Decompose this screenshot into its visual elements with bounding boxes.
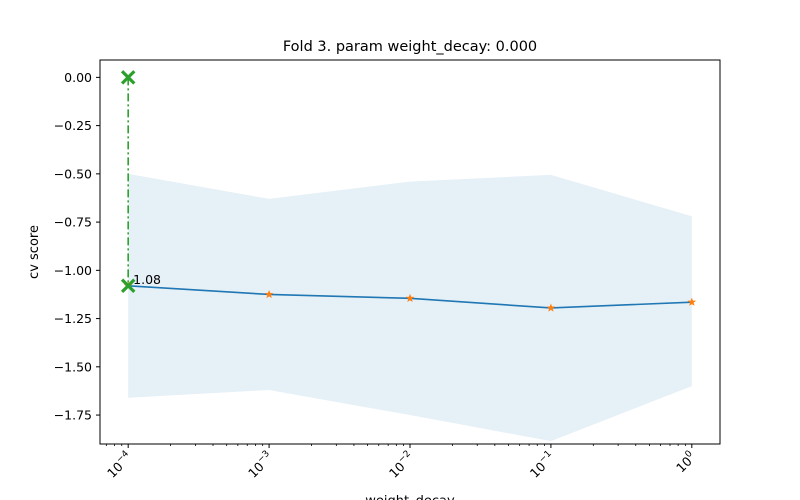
data-point-marker	[264, 289, 274, 299]
data-point-marker	[687, 297, 697, 306]
x-tick-label: 10−3	[244, 449, 276, 481]
y-tick-label: −0.75	[54, 215, 92, 230]
x-axis: 10−4 10−3 10−2 10−1 100	[103, 444, 699, 481]
y-tick-label: −1.75	[54, 408, 92, 423]
y-tick-label: −0.50	[54, 166, 92, 181]
data-point-marker	[546, 303, 556, 312]
best-score-label: 1.08	[133, 272, 161, 287]
plot-area: 1.08	[120, 70, 697, 442]
chart-title: Fold 3. param weight_decay: 0.000	[283, 39, 537, 55]
x-tick-label: 10−4	[103, 449, 135, 481]
ideal-score-marker	[120, 70, 136, 85]
y-axis-label: cv score	[27, 225, 42, 279]
x-tick-label: 10−2	[385, 449, 417, 481]
y-tick-label: −1.00	[54, 263, 92, 278]
y-tick-label: 0.00	[64, 70, 92, 85]
x-tick-label: 100	[672, 449, 699, 476]
data-point-marker	[405, 293, 415, 302]
y-tick-label: −1.50	[54, 359, 92, 374]
best-score-marker	[120, 278, 136, 294]
x-tick-label: 10−1	[526, 449, 558, 481]
y-axis: 0.00 −0.25 −0.50 −0.75 −1.00 −1.25 −1.50 −1.75	[54, 70, 100, 423]
y-tick-label: −1.25	[54, 311, 92, 326]
std-band	[128, 173, 692, 442]
y-tick-label: −0.25	[54, 118, 92, 133]
x-axis-label: weight_decay	[365, 494, 455, 500]
